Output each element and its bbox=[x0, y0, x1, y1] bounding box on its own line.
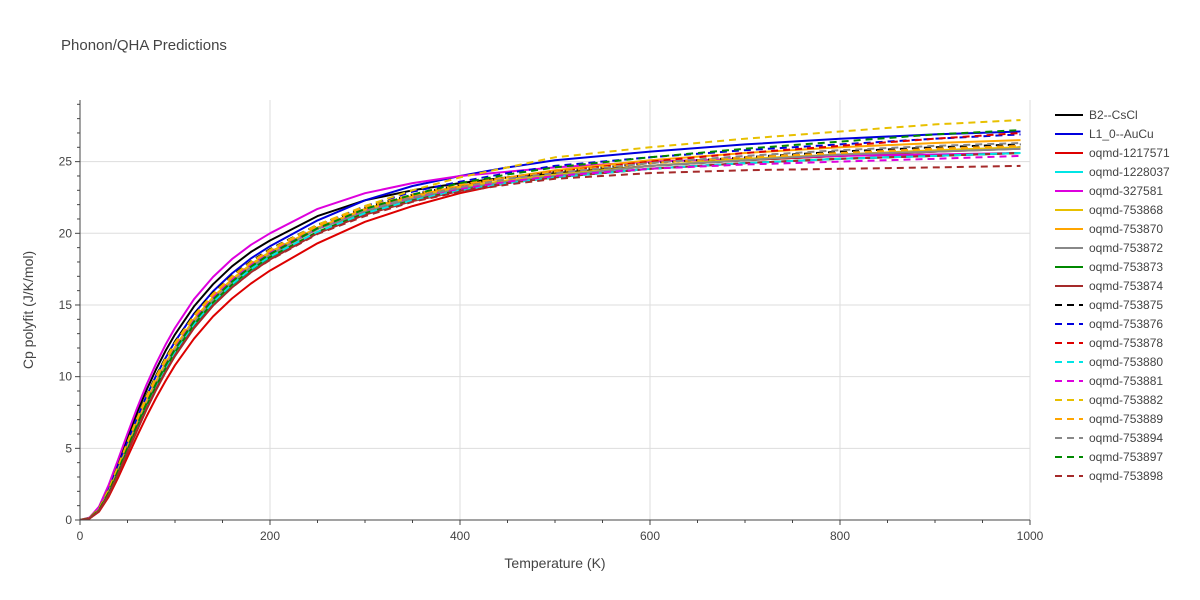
legend-item[interactable]: oqmd-753889 bbox=[1055, 412, 1163, 426]
x-tick-label: 600 bbox=[640, 529, 660, 543]
series-line-oqmd-753876 bbox=[80, 133, 1021, 520]
legend-label: B2--CsCl bbox=[1089, 108, 1138, 122]
series-line-oqmd-753878 bbox=[80, 132, 1021, 520]
legend-item[interactable]: oqmd-1217571 bbox=[1055, 146, 1170, 160]
y-axis-title: Cp polyfit (J/K/mol) bbox=[20, 251, 36, 369]
series-line-L1_0--AuCu bbox=[80, 130, 1021, 520]
legend-label: oqmd-753881 bbox=[1089, 374, 1163, 388]
legend-item[interactable]: oqmd-1228037 bbox=[1055, 165, 1170, 179]
legend-label: oqmd-753882 bbox=[1089, 393, 1163, 407]
legend-label: oqmd-753874 bbox=[1089, 279, 1163, 293]
x-tick-label: 200 bbox=[260, 529, 280, 543]
y-tick-label: 15 bbox=[59, 298, 73, 312]
legend-label: oqmd-753894 bbox=[1089, 431, 1163, 445]
series-line-oqmd-753868 bbox=[80, 146, 1021, 520]
legend-item[interactable]: oqmd-753872 bbox=[1055, 241, 1163, 255]
legend-label: oqmd-753889 bbox=[1089, 412, 1163, 426]
series-line-oqmd-327581 bbox=[80, 152, 1021, 520]
legend-label: oqmd-753868 bbox=[1089, 203, 1163, 217]
y-tick-label: 0 bbox=[65, 513, 72, 527]
series-line-oqmd-753881 bbox=[80, 154, 1021, 520]
legend-item[interactable]: oqmd-753875 bbox=[1055, 298, 1163, 312]
series-line-oqmd-753875 bbox=[80, 143, 1021, 520]
y-tick-label: 10 bbox=[59, 370, 73, 384]
tick-labels: 0 200 400 600 800 1000 0 5 10 15 20 25 bbox=[59, 155, 1044, 543]
legend-label: L1_0--AuCu bbox=[1089, 127, 1154, 141]
legend-label: oqmd-753873 bbox=[1089, 260, 1163, 274]
legend-item[interactable]: oqmd-753881 bbox=[1055, 374, 1163, 388]
series-line-oqmd-753874 bbox=[80, 152, 1021, 520]
y-tick-label: 5 bbox=[65, 441, 72, 455]
legend-label: oqmd-753878 bbox=[1089, 336, 1163, 350]
series-line-oqmd-753873 bbox=[80, 152, 1021, 520]
series-line-oqmd-753897 bbox=[80, 129, 1021, 520]
x-tick-label: 400 bbox=[450, 529, 470, 543]
series-line-oqmd-753880 bbox=[80, 152, 1021, 520]
legend-item[interactable]: oqmd-753898 bbox=[1055, 469, 1163, 483]
legend-label: oqmd-753880 bbox=[1089, 355, 1163, 369]
x-tick-label: 1000 bbox=[1017, 529, 1044, 543]
axes bbox=[75, 100, 1031, 525]
legend-item[interactable]: oqmd-753868 bbox=[1055, 203, 1163, 217]
legend-label: oqmd-753898 bbox=[1089, 469, 1163, 483]
x-axis-title: Temperature (K) bbox=[504, 555, 605, 571]
y-tick-label: 20 bbox=[59, 226, 73, 240]
y-tick-label: 25 bbox=[59, 155, 73, 169]
legend-item[interactable]: oqmd-753876 bbox=[1055, 317, 1163, 331]
legend-label: oqmd-327581 bbox=[1089, 184, 1163, 198]
legend-label: oqmd-753876 bbox=[1089, 317, 1163, 331]
legend-item[interactable]: oqmd-753894 bbox=[1055, 431, 1163, 445]
series-line-oqmd-1228037 bbox=[80, 152, 1021, 520]
legend-item[interactable]: L1_0--AuCu bbox=[1055, 127, 1154, 141]
legend-item[interactable]: oqmd-753880 bbox=[1055, 355, 1163, 369]
legend-item[interactable]: oqmd-753897 bbox=[1055, 450, 1163, 464]
x-tick-label: 800 bbox=[830, 529, 850, 543]
legend-item[interactable]: oqmd-753870 bbox=[1055, 222, 1163, 236]
series-line-B2--CsCl bbox=[80, 146, 1021, 520]
legend-label: oqmd-753897 bbox=[1089, 450, 1163, 464]
legend-item[interactable]: B2--CsCl bbox=[1055, 108, 1138, 122]
legend-item[interactable]: oqmd-753874 bbox=[1055, 279, 1163, 293]
legend: B2--CsCl L1_0--AuCu oqmd-1217571 oqmd-12280… bbox=[1055, 108, 1170, 483]
x-tick-label: 0 bbox=[77, 529, 84, 543]
legend-item[interactable]: oqmd-753878 bbox=[1055, 336, 1163, 350]
legend-label: oqmd-753872 bbox=[1089, 241, 1163, 255]
chart-title: Phonon/QHA Predictions bbox=[61, 37, 227, 54]
legend-item[interactable]: oqmd-753873 bbox=[1055, 260, 1163, 274]
series-line-oqmd-753889 bbox=[80, 144, 1021, 520]
series-line-oqmd-1217571 bbox=[80, 147, 1021, 520]
grid bbox=[80, 100, 1031, 520]
series-line-oqmd-753894 bbox=[80, 142, 1021, 520]
series-line-oqmd-753870 bbox=[80, 139, 1021, 520]
legend-item[interactable]: oqmd-753882 bbox=[1055, 393, 1163, 407]
legend-label: oqmd-1217571 bbox=[1089, 146, 1170, 160]
series-line-oqmd-753872 bbox=[80, 147, 1021, 520]
plot-area bbox=[80, 119, 1021, 520]
series-line-oqmd-753898 bbox=[80, 164, 1021, 520]
legend-label: oqmd-753870 bbox=[1089, 222, 1163, 236]
legend-label: oqmd-753875 bbox=[1089, 298, 1163, 312]
legend-item[interactable]: oqmd-327581 bbox=[1055, 184, 1163, 198]
legend-label: oqmd-1228037 bbox=[1089, 165, 1170, 179]
